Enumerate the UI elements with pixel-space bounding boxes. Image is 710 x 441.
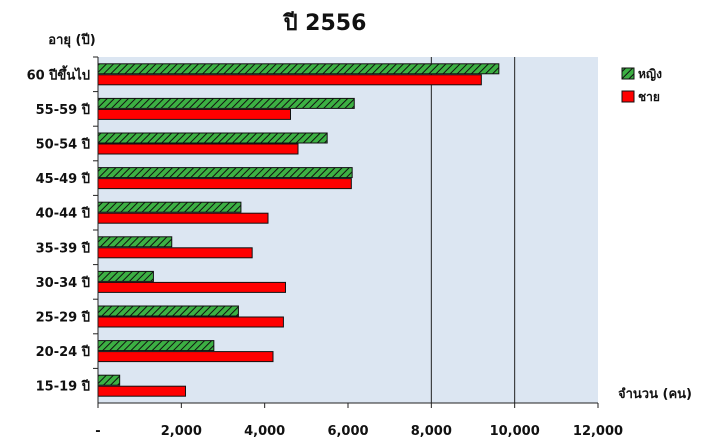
legend-swatch-female xyxy=(621,67,635,80)
y-category-labels: 15-19 ปี 20-24 ปี 25-29 ปี 30-34 ปี 35-39 ปี… xyxy=(27,64,90,394)
bar-female xyxy=(97,374,121,386)
x-tick-labels: - 2,000 4,000 6,000 8,000 10,000 12,000 xyxy=(95,403,623,439)
bar-male xyxy=(97,281,286,293)
bar-male xyxy=(97,143,299,155)
bar-female xyxy=(97,305,239,317)
y-category-label: 20-24 ปี xyxy=(36,344,90,360)
bar-female xyxy=(97,270,154,282)
legend-label-female: หญิง xyxy=(638,67,662,81)
bar-male xyxy=(97,178,352,190)
bar-male xyxy=(97,212,269,224)
chart-title: ปี 2556 xyxy=(282,11,366,36)
y-category-label: 35-39 ปี xyxy=(36,240,90,256)
x-tick-label: 6,000 xyxy=(327,424,368,439)
bar-male xyxy=(97,351,274,363)
x-tick-label: 2,000 xyxy=(161,424,202,439)
y-category-label: 55-59 ปี xyxy=(36,102,90,118)
bar-female xyxy=(97,340,215,352)
x-tick-label: 4,000 xyxy=(244,424,285,439)
y-category-label: 60 ปีขึ้นไป xyxy=(27,64,90,83)
x-tick-label: 12,000 xyxy=(573,424,623,439)
bar-male xyxy=(97,316,284,328)
legend-label-male: ชาย xyxy=(638,90,660,104)
x-axis-label: จำนวน (คน) xyxy=(618,386,692,402)
y-category-label: 45-49 ปี xyxy=(36,171,90,187)
y-category-label: 30-34 ปี xyxy=(36,275,90,291)
y-category-label: 25-29 ปี xyxy=(36,310,90,326)
bar-male xyxy=(97,385,186,397)
y-category-label: 15-19 ปี xyxy=(36,379,90,395)
bar-male xyxy=(97,74,482,86)
legend-swatch-male xyxy=(621,90,635,103)
bar-female xyxy=(97,132,328,144)
x-tick-label: - xyxy=(95,424,100,439)
bar-male xyxy=(97,108,291,120)
bar-female xyxy=(97,167,353,179)
gridlines xyxy=(430,57,516,403)
bar-female xyxy=(97,201,242,213)
y-axis-label: อายุ (ปี) xyxy=(48,32,95,48)
bar-female xyxy=(97,63,500,75)
y-category-label: 50-54 ปี xyxy=(36,137,90,153)
bar-male xyxy=(97,247,253,259)
x-tick-label: 8,000 xyxy=(411,424,452,439)
x-tick-label: 10,000 xyxy=(490,424,540,439)
bar-female xyxy=(97,97,355,109)
legend: หญิง ชาย xyxy=(621,67,662,104)
bar-female xyxy=(97,236,173,248)
y-category-label: 40-44 ปี xyxy=(36,206,90,222)
